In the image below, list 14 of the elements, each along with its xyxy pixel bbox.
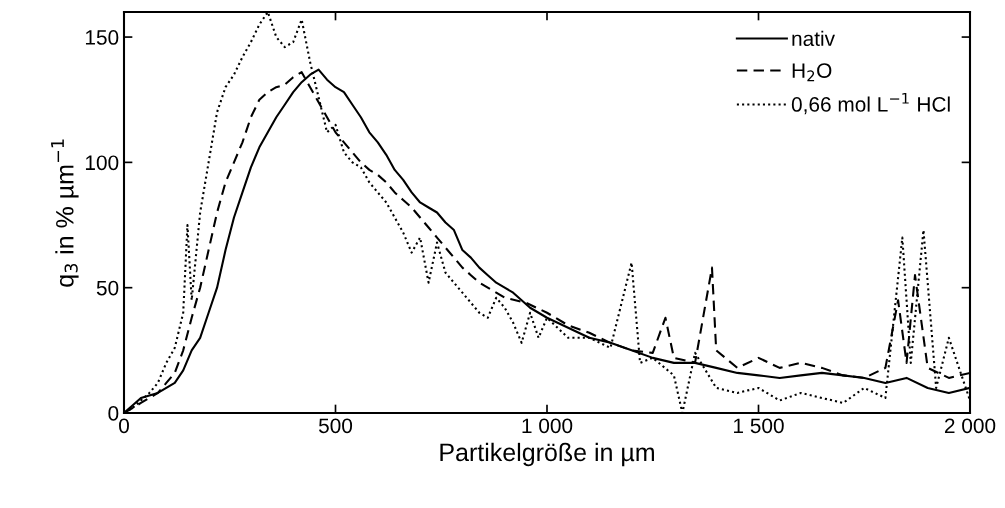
y-tick-label: 0 xyxy=(108,406,119,421)
legend-label: H$_{2}$O xyxy=(792,63,832,82)
y-tick-label: 100 xyxy=(85,155,119,171)
x-tick-label: 1 000 xyxy=(522,418,573,434)
y-tick-label: 50 xyxy=(96,280,119,296)
x-tick-label: 1 500 xyxy=(734,418,784,434)
y-axis-title: q$_{3}$ in % µm$^{−1}$ xyxy=(51,139,79,287)
x-axis-title: Partikelgröße in µm xyxy=(440,442,654,467)
x-tick-label: 2 000 xyxy=(944,418,996,434)
y-tick-label: 150 xyxy=(85,30,119,45)
x-tick-label: 0 xyxy=(119,418,129,434)
x-tick-label: 500 xyxy=(318,418,353,434)
legend-label: nativ xyxy=(792,30,835,47)
legend-label: 0,66 mol L$^{−1}$ HCl xyxy=(791,92,950,115)
